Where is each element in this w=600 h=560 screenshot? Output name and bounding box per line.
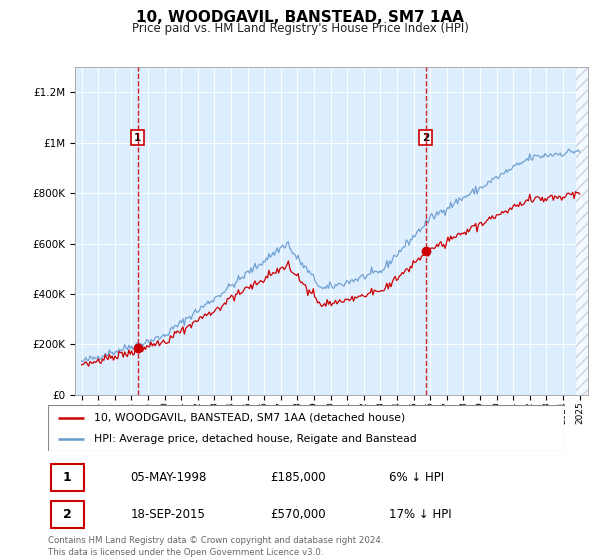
- Text: 6% ↓ HPI: 6% ↓ HPI: [389, 471, 443, 484]
- Text: 05-MAY-1998: 05-MAY-1998: [131, 471, 207, 484]
- Text: HPI: Average price, detached house, Reigate and Banstead: HPI: Average price, detached house, Reig…: [94, 435, 417, 444]
- Text: 2: 2: [422, 133, 429, 143]
- Text: 18-SEP-2015: 18-SEP-2015: [131, 508, 205, 521]
- Text: Contains HM Land Registry data © Crown copyright and database right 2024.
This d: Contains HM Land Registry data © Crown c…: [48, 536, 383, 557]
- Text: 1: 1: [63, 471, 71, 484]
- Text: £570,000: £570,000: [270, 508, 326, 521]
- Text: Price paid vs. HM Land Registry's House Price Index (HPI): Price paid vs. HM Land Registry's House …: [131, 22, 469, 35]
- Bar: [50, 464, 84, 491]
- Text: 2: 2: [63, 508, 71, 521]
- Text: 10, WOODGAVIL, BANSTEAD, SM7 1AA: 10, WOODGAVIL, BANSTEAD, SM7 1AA: [136, 10, 464, 25]
- Text: £185,000: £185,000: [270, 471, 326, 484]
- Bar: [50, 501, 84, 528]
- Bar: [577, 67, 588, 395]
- Text: 10, WOODGAVIL, BANSTEAD, SM7 1AA (detached house): 10, WOODGAVIL, BANSTEAD, SM7 1AA (detach…: [94, 413, 406, 423]
- Text: 1: 1: [134, 133, 141, 143]
- Text: 17% ↓ HPI: 17% ↓ HPI: [389, 508, 451, 521]
